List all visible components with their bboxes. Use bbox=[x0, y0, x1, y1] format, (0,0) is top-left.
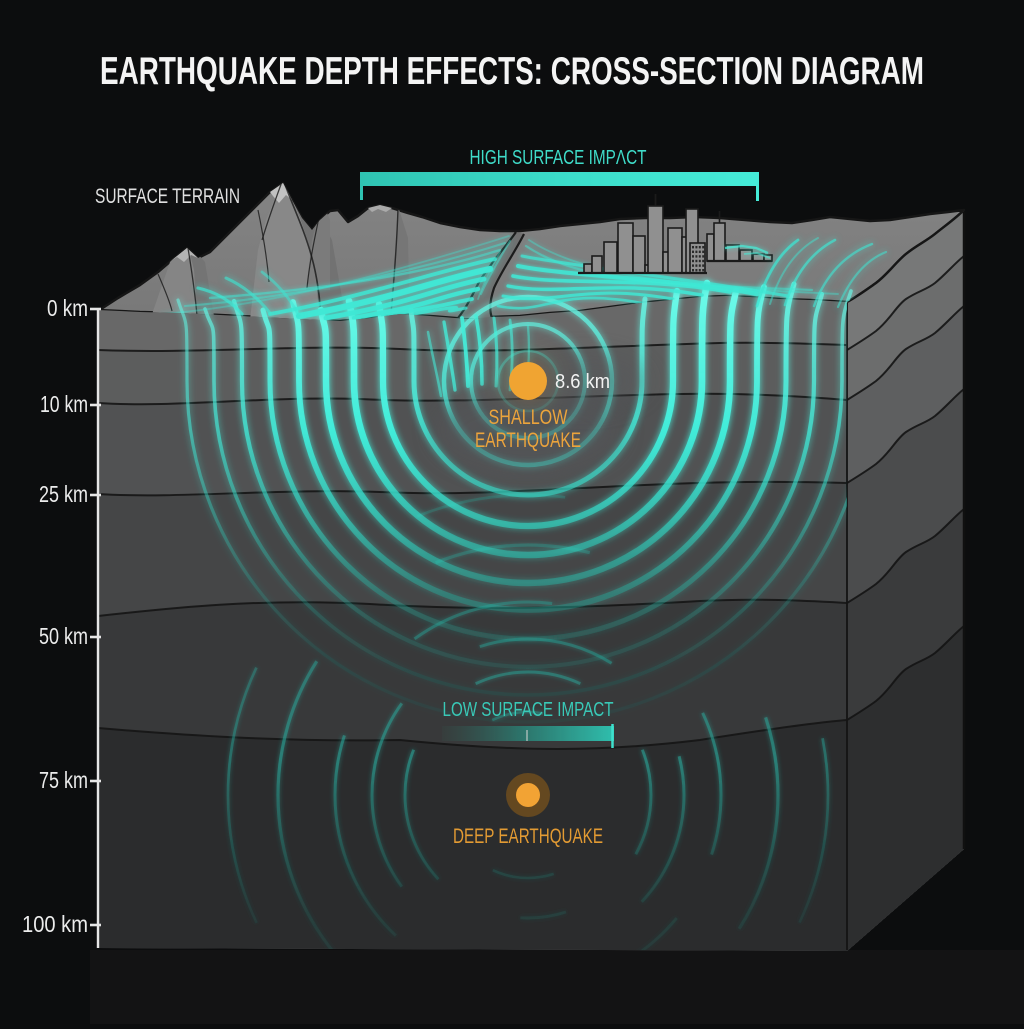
svg-text:75 km: 75 km bbox=[39, 767, 88, 793]
svg-text:DEEP EARTHQUAKE: DEEP EARTHQUAKE bbox=[453, 825, 603, 848]
svg-text:HIGH SURFACE IMPΛCT: HIGH SURFACE IMPΛCT bbox=[470, 147, 647, 169]
svg-text:0 km: 0 km bbox=[47, 295, 88, 321]
svg-text:EARTHQUAKE: EARTHQUAKE bbox=[475, 429, 581, 452]
svg-text:SHALLOW: SHALLOW bbox=[489, 406, 568, 429]
svg-text:8.6 km: 8.6 km bbox=[555, 371, 610, 393]
svg-text:50 km: 50 km bbox=[39, 623, 88, 649]
svg-text:SURFACE TERRAIN: SURFACE TERRAIN bbox=[95, 185, 240, 208]
svg-text:10 km: 10 km bbox=[40, 391, 88, 417]
svg-text:100 km: 100 km bbox=[22, 911, 88, 937]
svg-text:EARTHQUAKE DEPTH EFFECTS: CROS: EARTHQUAKE DEPTH EFFECTS: CROSS-SECTION … bbox=[100, 50, 924, 93]
svg-text:25 km: 25 km bbox=[39, 481, 88, 507]
svg-text:LOW SURFACE IMPACT: LOW SURFACE IMPACT bbox=[443, 699, 614, 721]
